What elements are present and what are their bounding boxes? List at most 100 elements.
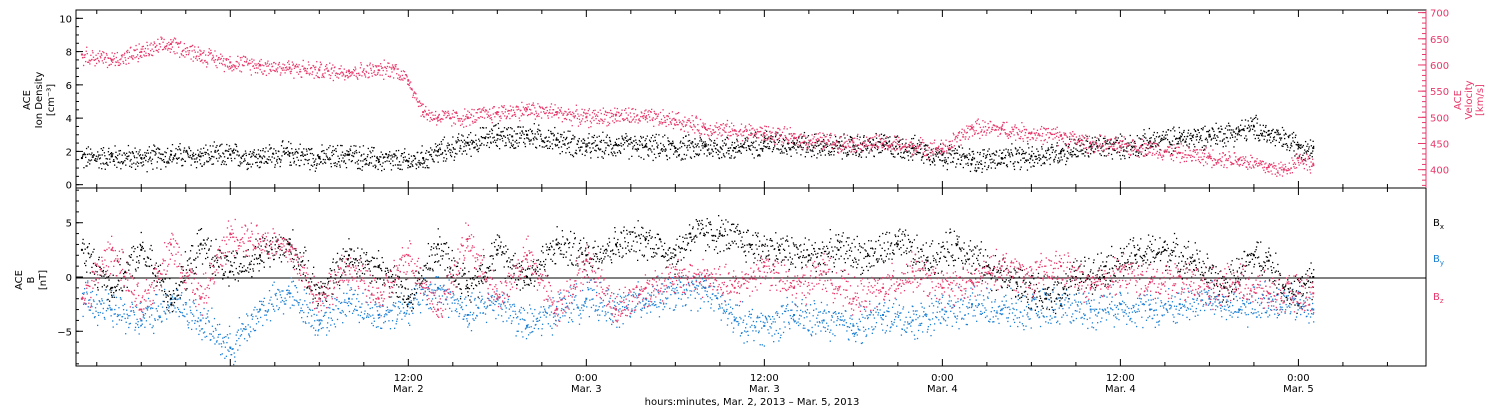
density-sample [727, 137, 728, 138]
velocity-sample [277, 67, 278, 68]
velocity-sample [85, 61, 86, 62]
velocity-sample [338, 77, 339, 78]
density-sample [192, 154, 193, 155]
velocity-sample [507, 116, 508, 117]
density-sample [1246, 140, 1247, 141]
density-sample [959, 147, 960, 148]
density-sample [154, 146, 155, 147]
velocity-sample [382, 67, 383, 68]
density-sample [1143, 129, 1144, 130]
density-sample [435, 143, 436, 144]
density-sample [482, 137, 483, 138]
density-sample [1036, 148, 1037, 149]
density-sample [544, 142, 545, 143]
density-sample [193, 155, 194, 156]
velocity-sample [493, 113, 494, 114]
density-sample [587, 145, 588, 146]
density-sample [463, 146, 464, 147]
velocity-sample [696, 117, 697, 118]
velocity-sample [519, 120, 520, 121]
density-sample [380, 156, 381, 157]
density-sample [923, 163, 924, 164]
density-sample [489, 147, 490, 148]
density-sample [677, 151, 678, 152]
density-sample [234, 158, 235, 159]
density-sample [706, 155, 707, 156]
velocity-sample [511, 109, 512, 110]
velocity-point [170, 43, 172, 45]
density-sample [120, 168, 121, 169]
velocity-sample [618, 112, 619, 113]
velocity-sample [219, 63, 220, 64]
velocity-sample [817, 143, 818, 144]
velocity-sample [422, 114, 423, 115]
velocity-sample [818, 133, 819, 134]
density-sample [1043, 155, 1044, 156]
velocity-sample [819, 140, 820, 141]
density-sample [751, 142, 752, 143]
density-sample [601, 140, 602, 141]
density-sample [507, 137, 508, 138]
density-sample [515, 147, 516, 148]
density-sample [412, 166, 413, 167]
density-sample [1240, 130, 1241, 131]
velocity-sample [426, 114, 427, 115]
density-sample [863, 135, 864, 136]
density-sample [992, 153, 993, 154]
density-sample [1029, 162, 1030, 163]
density-sample [739, 150, 740, 151]
density-sample [287, 154, 288, 155]
density-sample [1181, 133, 1182, 134]
density-sample [722, 145, 723, 146]
velocity-sample [475, 121, 476, 122]
velocity-sample [393, 69, 394, 70]
velocity-sample [442, 119, 443, 120]
velocity-sample [922, 139, 923, 140]
velocity-sample [332, 72, 333, 73]
density-sample [1140, 138, 1141, 139]
density-sample [687, 145, 688, 146]
density-tick-label: 8 [66, 48, 72, 59]
density-sample [478, 139, 479, 140]
density-sample [226, 164, 227, 165]
velocity-sample [854, 138, 855, 139]
density-sample [439, 144, 440, 145]
velocity-sample [257, 67, 258, 68]
density-sample [1279, 137, 1280, 138]
density-sample [573, 138, 574, 139]
velocity-sample [650, 112, 651, 113]
velocity-sample [230, 68, 231, 69]
density-sample [1284, 134, 1285, 135]
density-sample [374, 156, 375, 157]
density-sample [475, 140, 476, 141]
velocity-sample [1021, 132, 1022, 133]
density-sample [171, 161, 172, 162]
velocity-sample [337, 73, 338, 74]
density-sample [313, 162, 314, 163]
b-tick-label: −5 [57, 327, 72, 338]
velocity-sample [906, 150, 907, 151]
density-sample [851, 137, 852, 138]
density-sample [156, 149, 157, 150]
density-sample [328, 147, 329, 148]
velocity-point [526, 108, 528, 110]
density-sample [1021, 166, 1022, 167]
velocity-sample [505, 111, 506, 112]
velocity-sample [528, 114, 529, 115]
velocity-sample [372, 64, 373, 65]
density-sample [1278, 132, 1279, 133]
density-sample [1104, 138, 1105, 139]
density-sample [754, 147, 755, 148]
velocity-sample [1065, 135, 1066, 136]
velocity-sample [307, 73, 308, 74]
density-sample [137, 162, 138, 163]
density-sample [398, 164, 399, 165]
density-sample [150, 160, 151, 161]
velocity-sample [292, 65, 293, 66]
density-sample [559, 141, 560, 142]
density-sample [666, 155, 667, 156]
velocity-sample [899, 144, 900, 145]
velocity-sample [396, 64, 397, 65]
density-sample [112, 155, 113, 156]
velocity-sample [617, 108, 618, 109]
